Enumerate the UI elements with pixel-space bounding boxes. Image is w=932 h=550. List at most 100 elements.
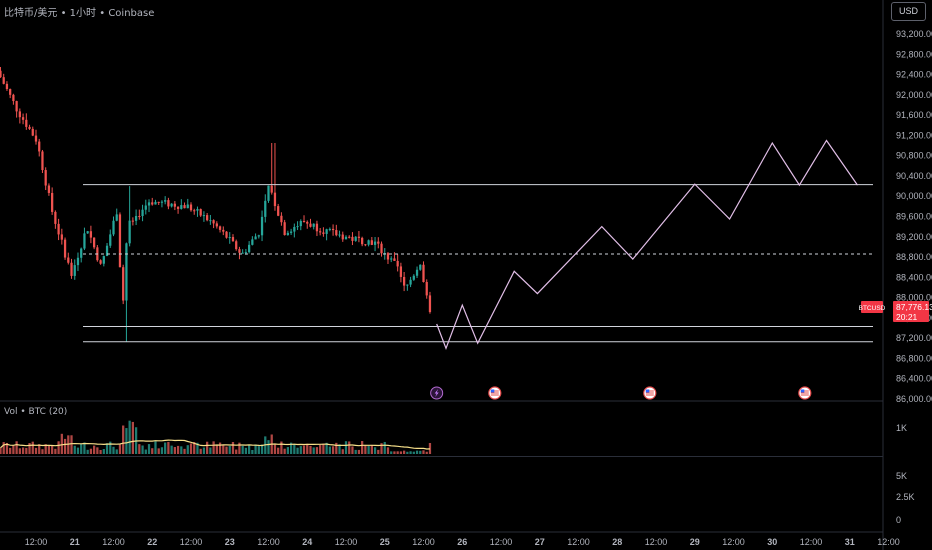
exchange-label: Coinbase xyxy=(108,8,155,19)
candle-body xyxy=(28,126,31,129)
symbol-badge xyxy=(861,300,883,313)
candle-body xyxy=(299,220,302,227)
volume-bar xyxy=(54,448,57,454)
candle-body xyxy=(118,214,122,268)
candle-body xyxy=(86,231,89,234)
candle-body xyxy=(206,215,209,221)
interval-label[interactable]: 1小时 xyxy=(69,8,97,19)
candle-body xyxy=(122,267,125,301)
currency-button[interactable]: USD xyxy=(891,2,926,21)
volume-bar xyxy=(170,445,173,454)
volume-bar xyxy=(73,445,76,454)
us-flag-event-icon[interactable] xyxy=(488,386,502,400)
volume-bar xyxy=(176,445,180,454)
price-tick-label: 86,000.00 xyxy=(896,394,932,404)
volume-bar xyxy=(238,442,241,454)
volume-bar xyxy=(286,447,290,454)
candle-body xyxy=(254,236,257,240)
volume-bar xyxy=(393,451,396,454)
volume-bar xyxy=(331,446,335,454)
candle-body xyxy=(402,276,406,286)
volume-bar xyxy=(319,445,322,454)
symbol-name[interactable]: 比特币/美元 xyxy=(4,8,58,19)
candle-body xyxy=(131,220,135,222)
projection-path[interactable] xyxy=(436,139,858,350)
volume-bar xyxy=(131,421,135,454)
candle-body xyxy=(115,214,118,221)
candle-body xyxy=(170,203,173,207)
candle-body xyxy=(244,252,248,254)
us-flag-event-icon[interactable] xyxy=(798,386,812,400)
volume-bar xyxy=(86,449,89,454)
flag-stripe xyxy=(645,394,654,396)
candle-body xyxy=(141,209,144,217)
candle-body xyxy=(257,235,260,237)
price-tick-label: 86,400.00 xyxy=(896,374,932,384)
volume-bar xyxy=(409,451,412,454)
flag-stripe xyxy=(490,390,499,392)
volume-bar xyxy=(31,441,34,454)
volume-bar xyxy=(289,442,293,454)
candle-body xyxy=(331,228,335,231)
volume-bar xyxy=(415,450,419,454)
candle-body xyxy=(83,233,86,249)
volume-bar xyxy=(361,441,364,454)
volume-bar xyxy=(322,443,325,454)
candle-body xyxy=(222,229,225,232)
flag-canton xyxy=(800,389,805,393)
volume-bar xyxy=(186,445,189,454)
us-flag-event-icon[interactable] xyxy=(643,386,657,400)
volume-bar xyxy=(41,449,44,454)
volume-bar xyxy=(44,444,47,454)
volume-title: Vol • BTC (20) xyxy=(4,407,67,417)
candle-body xyxy=(399,266,403,277)
volume-bar xyxy=(222,444,225,454)
candle-body xyxy=(189,204,193,211)
candle-body xyxy=(377,241,380,244)
candle-body xyxy=(306,221,309,224)
volume-bar xyxy=(357,449,361,454)
volume-bar xyxy=(354,449,357,454)
candle-body xyxy=(322,232,325,234)
volume-bar xyxy=(364,444,367,454)
candle-body xyxy=(157,201,160,203)
volume-bar xyxy=(193,442,196,454)
candle-body xyxy=(367,240,370,245)
volume-bar xyxy=(21,447,25,454)
time-tick-label: 12:00 xyxy=(722,537,745,547)
last-price-badge xyxy=(893,300,929,322)
candle-body xyxy=(102,256,105,264)
volume-bar xyxy=(280,441,283,454)
candle-body xyxy=(92,237,96,248)
time-tick-label: 12:00 xyxy=(490,537,513,547)
flag-stripe xyxy=(800,390,809,392)
candle-body xyxy=(212,220,215,224)
volume-bar xyxy=(344,441,348,454)
candle-body xyxy=(341,234,344,240)
candle-body xyxy=(315,223,319,232)
volume-bar xyxy=(412,451,415,454)
candle-body xyxy=(231,237,235,242)
candle-body xyxy=(80,248,83,258)
volume-bar xyxy=(370,444,373,454)
candle-body xyxy=(393,258,396,261)
volume-bar xyxy=(25,447,28,454)
volume-bar xyxy=(225,446,228,454)
candle-body xyxy=(218,226,222,230)
lightning-event-icon[interactable] xyxy=(430,386,444,400)
time-tick-label: 12:00 xyxy=(180,537,203,547)
volume-label[interactable]: Vol xyxy=(4,407,18,417)
volume-bar xyxy=(9,447,12,454)
candle-body xyxy=(54,211,57,224)
candle-body xyxy=(348,236,351,238)
volume-bar xyxy=(164,442,167,454)
price-tick-label: 86,800.00 xyxy=(896,353,932,363)
volume-bar xyxy=(306,443,309,454)
flag-stripe xyxy=(490,392,499,394)
volume-bar xyxy=(15,441,18,454)
candle-body xyxy=(147,202,151,206)
candle-body xyxy=(180,205,183,209)
candle-body xyxy=(296,226,299,228)
volume-bar xyxy=(92,445,96,454)
